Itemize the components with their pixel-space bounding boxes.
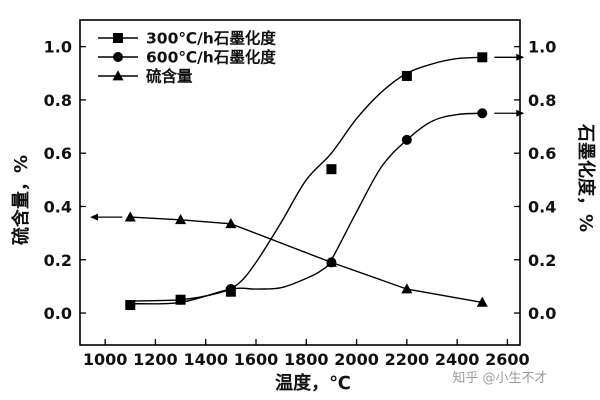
y-left-tick-label: 0.4 xyxy=(44,197,72,216)
legend-marker-triangle xyxy=(112,70,124,81)
x-tick-label: 1600 xyxy=(234,350,279,369)
y-right-tick-label: 0.4 xyxy=(528,197,556,216)
x-tick-label: 2400 xyxy=(435,350,480,369)
triangle-data-point xyxy=(476,296,488,307)
legend-label-triangle: 硫含量 xyxy=(146,67,193,86)
y-left-tick-label: 0.8 xyxy=(44,91,72,110)
square-data-point xyxy=(326,164,337,175)
y-left-tick-label: 1.0 xyxy=(44,38,72,57)
x-tick-label: 1000 xyxy=(83,350,128,369)
circle-data-point xyxy=(477,108,488,119)
y-right-tick-label: 0.8 xyxy=(528,91,556,110)
x-tick-label: 1800 xyxy=(284,350,329,369)
circle-data-point xyxy=(401,134,412,145)
triangle-arrow-head xyxy=(90,213,98,221)
legend-label-square: 300℃/h石墨化度 xyxy=(146,29,276,48)
x-tick-label: 1200 xyxy=(133,350,178,369)
series-markers xyxy=(124,52,488,311)
square-arrow-head xyxy=(516,53,525,61)
y-axis-left-label: 硫含量，% xyxy=(10,155,32,245)
series-arrows xyxy=(90,53,525,221)
y-axis-right-label: 石墨化度，% xyxy=(575,123,597,232)
y-left-tick-label: 0.2 xyxy=(44,251,72,270)
triangle-data-point xyxy=(175,214,187,225)
y-left-tick-label: 0.0 xyxy=(44,304,72,323)
plot-border xyxy=(79,19,521,346)
tick-group: 1000 1200 1400 1600 1800 2000 2200 2400 2600 0.0 0… xyxy=(44,38,557,369)
x-tick-label: 2200 xyxy=(385,350,430,369)
x-tick-label: 2000 xyxy=(334,350,379,369)
legend-marker-square xyxy=(113,33,123,43)
triangle-data-point xyxy=(325,256,337,267)
square-data-point xyxy=(401,70,412,81)
circle-data-point xyxy=(175,294,186,305)
triangle-series-line xyxy=(130,216,483,304)
circle-data-point xyxy=(125,300,136,311)
triangle-data-point xyxy=(225,218,237,229)
circle-data-point xyxy=(225,284,236,295)
x-tick-label: 1400 xyxy=(183,350,228,369)
x-tick-label: 2600 xyxy=(485,350,530,369)
watermark: 知乎 @小生不才 xyxy=(452,370,547,386)
legend-label-circle: 600℃/h石墨化度 xyxy=(146,48,276,67)
square-data-point xyxy=(477,52,488,63)
y-right-tick-label: 0.0 xyxy=(528,304,556,323)
y-right-tick-label: 0.6 xyxy=(528,144,556,163)
plot-frame xyxy=(79,19,521,346)
circle-arrow-head xyxy=(516,109,525,117)
legend-marker-circle xyxy=(113,52,123,62)
y-right-tick-label: 1.0 xyxy=(528,38,556,57)
series-lines xyxy=(130,56,483,305)
circle-series-line xyxy=(130,112,483,305)
triangle-data-point xyxy=(124,211,136,222)
x-axis-label: 温度，℃ xyxy=(275,372,351,394)
y-right-tick-label: 0.2 xyxy=(528,251,556,270)
y-left-tick-label: 0.6 xyxy=(44,144,72,163)
triangle-data-point xyxy=(401,283,413,294)
square-series-line xyxy=(130,56,483,302)
